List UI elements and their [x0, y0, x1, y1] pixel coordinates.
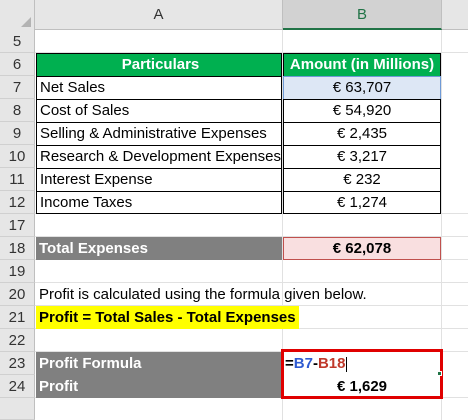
formula-ref-b7: B7 — [293, 355, 313, 372]
cell-a18-total-label[interactable]: Total Expenses — [36, 237, 282, 260]
row-header-5[interactable]: 5 — [0, 30, 35, 53]
gridline-row — [35, 282, 468, 283]
row-header-12[interactable]: 12 — [0, 191, 35, 214]
cell-a8[interactable]: Cost of Sales — [36, 99, 282, 123]
formula-operator: - — [312, 355, 318, 372]
cell-a23-profit-formula-label[interactable]: Profit Formula — [36, 352, 282, 375]
cell-a11[interactable]: Interest Expense — [36, 168, 282, 192]
header-amount[interactable]: Amount (in Millions) — [283, 53, 441, 77]
row-header-18[interactable]: 18 — [0, 237, 35, 260]
select-all-triangle-icon — [21, 17, 31, 27]
cell-a7[interactable]: Net Sales — [36, 76, 282, 100]
row-header-6[interactable]: 6 — [0, 53, 35, 76]
row-header-23[interactable]: 23 — [0, 352, 35, 375]
cell-a12[interactable]: Income Taxes — [36, 191, 282, 214]
row-header-20[interactable]: 20 — [0, 283, 35, 306]
formula-ref-b18: B18 — [317, 355, 346, 372]
gridline-col-a-b — [282, 30, 283, 420]
cell-b8[interactable]: € 54,920 — [283, 99, 441, 123]
cell-a21[interactable]: Profit = Total Sales - Total Expenses — [36, 306, 456, 329]
cell-a24-profit-label[interactable]: Profit — [36, 375, 282, 398]
row-header-8[interactable]: 8 — [0, 99, 35, 122]
gridline-row — [35, 351, 468, 352]
row-header-9[interactable]: 9 — [0, 122, 35, 145]
cell-a9[interactable]: Selling & Administrative Expenses — [36, 122, 282, 146]
cell-b7[interactable]: € 63,707 — [283, 76, 441, 100]
gridline-row — [35, 52, 468, 53]
column-header-a[interactable]: A — [35, 0, 283, 30]
cell-b10[interactable]: € 3,217 — [283, 145, 441, 169]
row-header-11[interactable]: 11 — [0, 168, 35, 191]
row-header-10[interactable]: 10 — [0, 145, 35, 168]
cell-b11[interactable]: € 232 — [283, 168, 441, 192]
gridline-col-b-c — [441, 30, 442, 420]
cell-b12[interactable]: € 1,274 — [283, 191, 441, 214]
row-header-22[interactable]: 22 — [0, 329, 35, 352]
row-header-partial — [0, 398, 35, 420]
row-header-24[interactable]: 24 — [0, 375, 35, 398]
fill-handle[interactable] — [437, 371, 442, 376]
cell-a20-note[interactable]: Profit is calculated using the formula g… — [39, 286, 367, 303]
cell-b24-profit-value[interactable]: € 1,629 — [336, 378, 388, 395]
select-all-corner[interactable] — [0, 0, 35, 30]
formula-equals: = — [285, 355, 294, 372]
formula-highlight-box — [281, 349, 443, 399]
header-particulars[interactable]: Particulars — [36, 53, 282, 77]
column-header-bar: A B — [0, 0, 468, 30]
text-caret — [346, 356, 348, 372]
formula-explanation-text: Profit = Total Sales - Total Expenses — [36, 306, 299, 329]
gridline-row — [35, 305, 468, 306]
cell-b18-total-value[interactable]: € 62,078 — [283, 237, 441, 260]
row-header-17[interactable]: 17 — [0, 214, 35, 237]
cell-b9[interactable]: € 2,435 — [283, 122, 441, 146]
column-header-b[interactable]: B — [283, 0, 442, 30]
row-header-7[interactable]: 7 — [0, 76, 35, 99]
row-header-21[interactable]: 21 — [0, 306, 35, 329]
row-header-19[interactable]: 19 — [0, 260, 35, 283]
cell-a10[interactable]: Research & Development Expenses — [36, 145, 282, 169]
cell-b23-formula-input[interactable]: =B7-B18 — [283, 352, 441, 375]
gridline-row — [35, 236, 468, 237]
